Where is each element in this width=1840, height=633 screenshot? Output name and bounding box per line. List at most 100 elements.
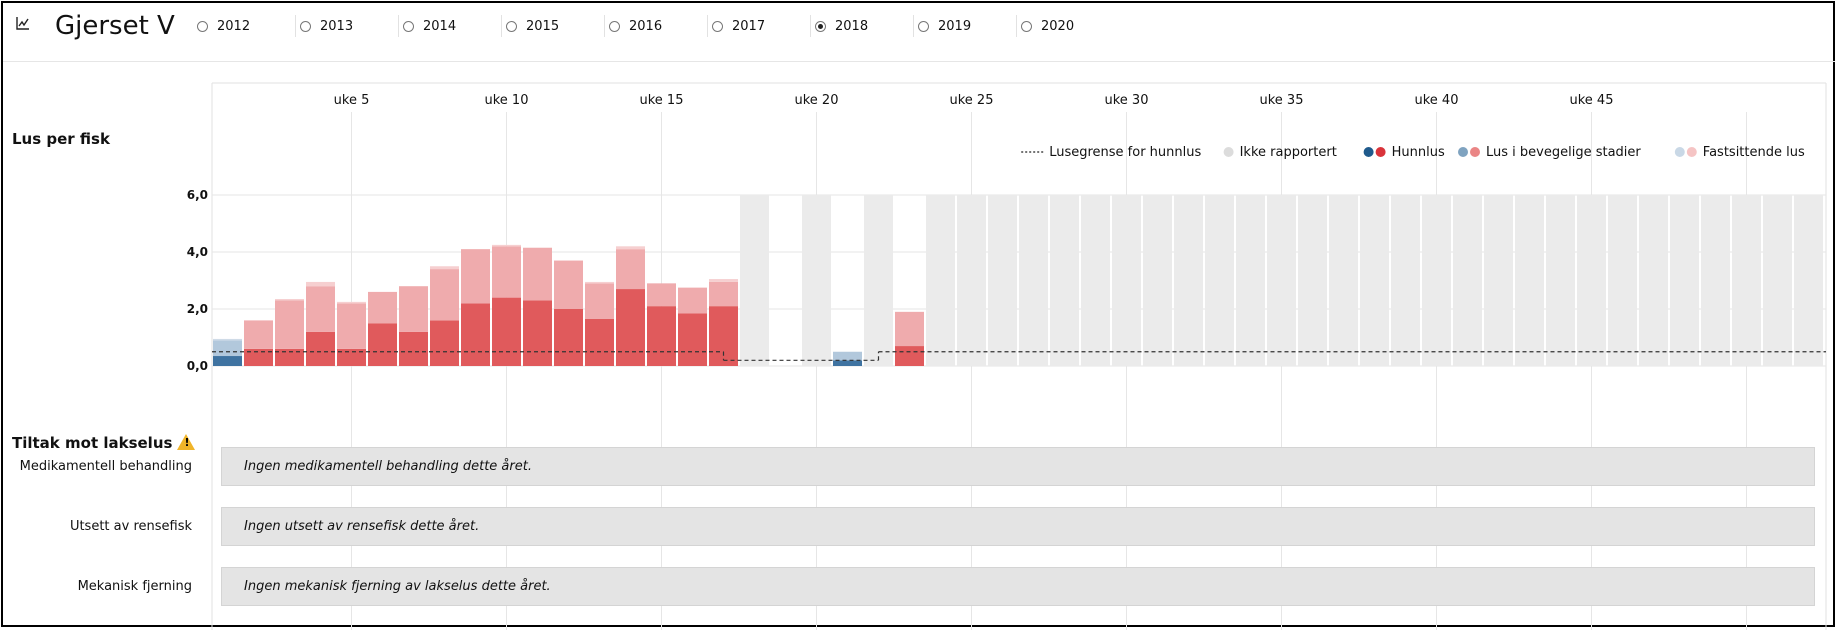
bar-mobile: [399, 286, 428, 332]
bar-adult-female: [678, 313, 707, 366]
bar-attached: [492, 244, 521, 247]
measure-box-cleanerfish: Ingen utsett av rensefisk dette året.: [221, 507, 1815, 546]
bar-mobile: [647, 283, 676, 307]
radio-button[interactable]: [403, 20, 414, 32]
y-tick-label: 2,0: [187, 302, 208, 316]
radio-button[interactable]: [712, 20, 723, 32]
legend-label: Lusegrense for hunnlus: [1049, 145, 1201, 160]
year-label: 2017: [732, 18, 766, 34]
x-tick-label: uke 20: [795, 93, 839, 108]
year-option-2013[interactable]: 2013: [296, 15, 399, 37]
not-reported-bar: [988, 195, 1017, 366]
bar-mobile: [461, 249, 490, 304]
not-reported-bar: [1546, 195, 1575, 366]
legend-dot: [1363, 147, 1374, 157]
measure-text-medication: Ingen medikamentell behandling dette åre…: [244, 459, 532, 474]
x-tick-label: uke 25: [950, 93, 994, 108]
radio-button[interactable]: [506, 20, 517, 32]
year-label: 2018: [835, 18, 869, 34]
row-label-medication: Medikamentell behandling: [19, 459, 192, 474]
bar-attached: [337, 301, 366, 304]
bar-attached: [430, 266, 459, 270]
not-reported-bar: [1298, 195, 1327, 366]
not-reported-bar: [1360, 195, 1389, 366]
row-label-mechanical: Mekanisk fjerning: [77, 579, 192, 594]
bar-mobile: [709, 281, 738, 307]
legend-label: Fastsittende lus: [1703, 145, 1805, 160]
year-label: 2020: [1041, 18, 1075, 34]
bar-mobile: [492, 246, 521, 298]
measure-text-mechanical: Ingen mekanisk fjerning av lakselus dett…: [244, 579, 551, 594]
not-reported-bar: [1050, 195, 1079, 366]
legend-label: Hunnlus: [1392, 145, 1445, 160]
radio-button[interactable]: [815, 20, 826, 32]
bar-adult-female: [523, 300, 552, 366]
radio-button[interactable]: [1021, 20, 1032, 32]
not-reported-bar: [1112, 195, 1141, 366]
year-label: 2013: [320, 18, 354, 34]
year-option-2018[interactable]: 2018: [811, 15, 914, 37]
legend-dot: [1375, 147, 1386, 157]
bar-adult-female: [585, 318, 614, 366]
not-reported-bar: [1484, 195, 1513, 366]
legend-dot: [1223, 147, 1234, 157]
radio-button[interactable]: [609, 20, 620, 32]
not-reported-bar: [1639, 195, 1668, 366]
radio-button[interactable]: [197, 20, 208, 32]
bar-adult-female: [399, 331, 428, 366]
line-chart-icon[interactable]: [15, 15, 31, 31]
bar-adult-female: [461, 303, 490, 366]
not-reported-bar: [1453, 195, 1482, 366]
row-label-cleanerfish: Utsett av rensefisk: [69, 519, 192, 534]
bar-mobile: [895, 311, 924, 347]
bar-attached: [616, 246, 645, 250]
x-tick-label: uke 10: [485, 93, 529, 108]
legend-dot: [1458, 147, 1468, 157]
bar-mobile: [833, 351, 862, 361]
bar-adult-female: [709, 306, 738, 366]
page-title: Gjerset V: [55, 11, 175, 41]
bar-mobile: [554, 260, 583, 309]
bar-mobile: [616, 249, 645, 290]
bar-attached: [275, 299, 304, 301]
not-reported-bar: [1391, 195, 1420, 366]
measure-box-medication: Ingen medikamentell behandling dette åre…: [221, 447, 1815, 486]
year-option-2016[interactable]: 2016: [605, 15, 708, 37]
not-reported-bar: [1422, 195, 1451, 366]
x-tick-label: uke 45: [1570, 93, 1614, 108]
bar-adult-female: [492, 297, 521, 366]
not-reported-bar: [1236, 195, 1265, 366]
year-option-2019[interactable]: 2019: [914, 15, 1017, 37]
radio-button[interactable]: [918, 20, 929, 32]
legend-label: Ikke rapportert: [1240, 145, 1337, 160]
measure-box-mechanical: Ingen mekanisk fjerning av lakselus dett…: [221, 567, 1815, 606]
bar-mobile: [337, 303, 366, 349]
x-tick-label: uke 5: [334, 93, 370, 108]
not-reported-bar: [1019, 195, 1048, 366]
not-reported-bar: [1670, 195, 1699, 366]
x-tick-label: uke 30: [1105, 93, 1149, 108]
year-label: 2015: [526, 18, 560, 34]
radio-button[interactable]: [300, 20, 311, 32]
measure-text-cleanerfish: Ingen utsett av rensefisk dette året.: [244, 519, 480, 534]
not-reported-bar: [926, 195, 955, 366]
year-label: 2019: [938, 18, 972, 34]
not-reported-bar: [957, 195, 986, 366]
bar-mobile: [523, 247, 552, 301]
year-option-2015[interactable]: 2015: [502, 15, 605, 37]
bar-mobile: [678, 287, 707, 314]
legend-label: Lus i bevegelige stadier: [1486, 145, 1641, 160]
bar-mobile: [430, 269, 459, 321]
year-option-2020[interactable]: 2020: [1017, 15, 1120, 37]
not-reported-bar: [1701, 195, 1730, 366]
x-tick-label: uke 15: [640, 93, 684, 108]
not-reported-bar: [864, 195, 893, 366]
year-label: 2012: [217, 18, 251, 34]
not-reported-bar: [1174, 195, 1203, 366]
year-option-2012[interactable]: 2012: [193, 15, 296, 37]
bar-adult-female: [554, 309, 583, 366]
year-option-2017[interactable]: 2017: [708, 15, 811, 37]
not-reported-bar: [1577, 195, 1606, 366]
measures-section-title: Tiltak mot lakselus: [12, 432, 196, 452]
year-option-2014[interactable]: 2014: [399, 15, 502, 37]
